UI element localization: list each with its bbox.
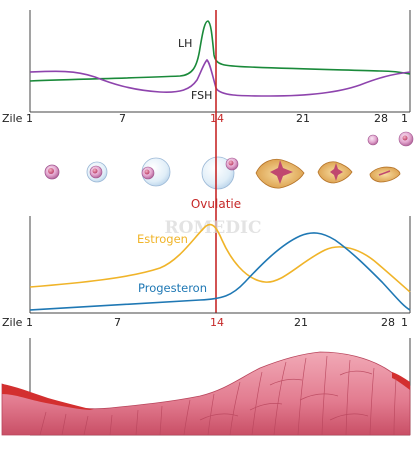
corpus-luteum-icon <box>255 158 305 189</box>
primordial-follicle-icon <box>44 164 60 180</box>
pituitary-hormone-panel: LH FSH Zile 1 7 14 21 28 1 <box>2 10 411 125</box>
top-tick-day-7: 7 <box>119 112 126 125</box>
corpus-luteum-regressing-icon <box>317 161 353 184</box>
fsh-label: FSH <box>191 89 212 102</box>
mid-tick-day-28: 28 <box>381 316 395 329</box>
endometrium-panel <box>1 338 411 436</box>
endometrial-glands <box>39 355 397 436</box>
progesteron-curve <box>29 232 411 311</box>
mid-tick-day-7: 7 <box>114 316 121 329</box>
lh-label: LH <box>178 37 192 50</box>
ovarian-follicle-row: Ovulatie <box>44 131 414 211</box>
top-axis-unit-label: Zile <box>2 112 23 125</box>
top-tick-day-1-next: 1 <box>401 112 408 125</box>
graafian-follicle-icon <box>201 156 239 190</box>
top-tick-day-21: 21 <box>296 112 310 125</box>
fsh-curve <box>29 58 411 97</box>
top-tick-day-28: 28 <box>374 112 388 125</box>
mid-tick-day-14: 14 <box>210 316 224 329</box>
estrogen-curve <box>29 223 411 293</box>
top-tick-day-1: 1 <box>26 112 33 125</box>
secondary-follicle-icon <box>141 157 171 187</box>
menstruation-right <box>392 372 410 390</box>
estrogen-label: Estrogen <box>137 232 188 246</box>
next-cycle-oocyte-small-icon <box>367 134 379 146</box>
progesteron-label: Progesteron <box>138 281 207 295</box>
primary-follicle-icon <box>86 161 108 183</box>
top-tick-day-14: 14 <box>210 112 224 125</box>
ovarian-hormone-panel: ROMEDIC Estrogen Progesteron Zile 1 7 14… <box>2 216 411 329</box>
lh-curve <box>29 20 411 82</box>
mid-tick-day-1: 1 <box>26 316 33 329</box>
menstruation-left <box>2 384 94 410</box>
watermark: ROMEDIC <box>165 218 262 238</box>
mid-axis-unit-label: Zile <box>2 316 23 329</box>
mid-tick-day-1-next: 1 <box>401 316 408 329</box>
next-cycle-oocyte-icon <box>398 131 414 147</box>
endometrium-lining <box>1 351 411 436</box>
corpus-albicans-icon <box>369 166 401 183</box>
mid-tick-day-21: 21 <box>294 316 308 329</box>
